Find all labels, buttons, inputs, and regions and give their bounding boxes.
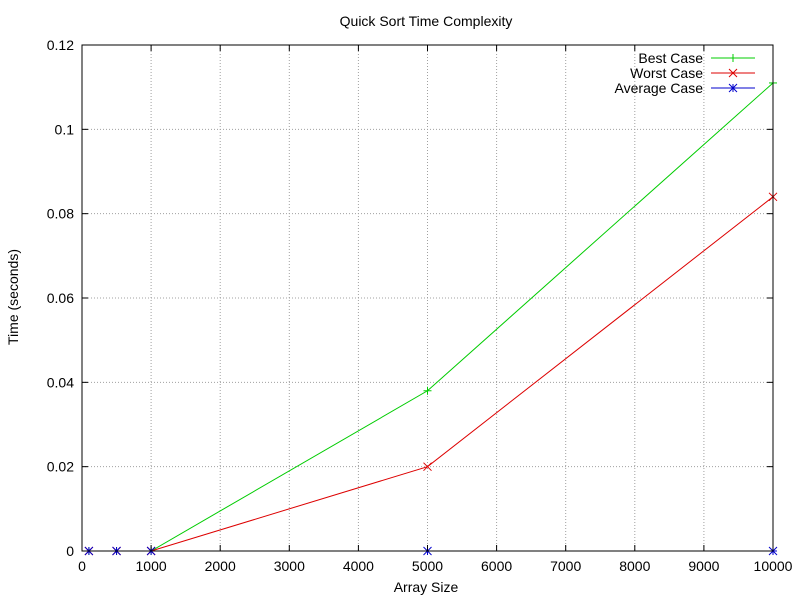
y-tick-label: 0 <box>66 543 74 559</box>
y-tick-label: 0.08 <box>47 206 74 222</box>
legend-label-best-case: Best Case <box>638 50 703 66</box>
legend-label-average-case: Average Case <box>615 80 704 96</box>
x-tick-label: 2000 <box>205 558 236 574</box>
x-tick-label: 6000 <box>481 558 512 574</box>
y-tick-label: 0.02 <box>47 459 74 475</box>
x-axis-label: Array Size <box>394 579 459 595</box>
x-tick-label: 7000 <box>550 558 581 574</box>
legend-marker-average-case <box>728 83 738 93</box>
x-tick-label: 9000 <box>688 558 719 574</box>
y-axis-label: Time (seconds) <box>5 249 21 345</box>
legend-label-worst-case: Worst Case <box>630 65 703 81</box>
data-point-worst-case <box>423 462 432 472</box>
series-layer <box>84 78 778 556</box>
chart-title: Quick Sort Time Complexity <box>340 13 513 29</box>
tick-layer: 0 1000 2000 3000 4000 5000 6000 7000 8000 9000 100… <box>47 37 793 574</box>
x-tick-label: 0 <box>78 558 86 574</box>
x-tick-label: 5000 <box>412 558 443 574</box>
x-tick-label: 3000 <box>274 558 305 574</box>
y-tick-label: 0.06 <box>47 290 74 306</box>
y-tick-label: 0.04 <box>47 374 74 390</box>
grid-lines <box>82 45 773 551</box>
x-tick-label: 8000 <box>619 558 650 574</box>
legend-marker-worst-case <box>728 68 738 78</box>
series-line-worst-case <box>88 196 774 552</box>
data-point-best-case <box>423 386 432 395</box>
series-line-best-case <box>88 82 774 552</box>
x-tick-label: 1000 <box>136 558 167 574</box>
y-tick-label: 0.1 <box>55 121 75 137</box>
legend-marker-best-case <box>729 54 737 62</box>
y-tick-label: 0.12 <box>47 37 74 53</box>
x-tick-label: 4000 <box>343 558 374 574</box>
x-tick-label: 10000 <box>754 558 793 574</box>
